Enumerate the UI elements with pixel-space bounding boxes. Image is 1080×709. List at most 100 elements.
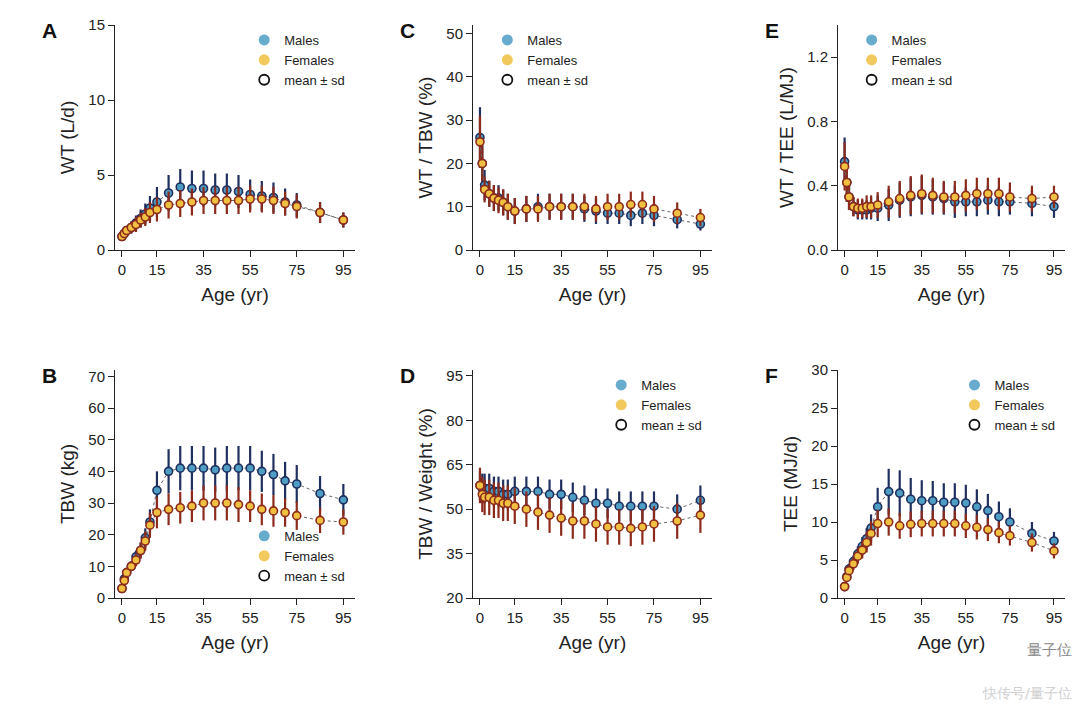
svg-text:15: 15 [869, 261, 886, 278]
svg-text:Females: Females [892, 53, 942, 68]
svg-text:Age (yr): Age (yr) [918, 284, 986, 305]
svg-text:15: 15 [88, 16, 105, 33]
svg-text:15: 15 [506, 261, 523, 278]
svg-text:40: 40 [446, 68, 463, 85]
svg-text:0: 0 [97, 589, 105, 606]
svg-text:40: 40 [88, 463, 105, 480]
svg-text:25: 25 [811, 399, 828, 416]
svg-text:mean ± sd: mean ± sd [284, 569, 345, 584]
svg-text:0.0: 0.0 [807, 241, 828, 258]
svg-text:0: 0 [476, 609, 484, 626]
svg-text:95: 95 [335, 609, 352, 626]
svg-text:35: 35 [553, 609, 570, 626]
svg-text:95: 95 [335, 261, 352, 278]
svg-text:5: 5 [97, 166, 105, 183]
svg-text:80: 80 [446, 412, 463, 429]
svg-text:60: 60 [88, 399, 105, 416]
svg-text:20: 20 [446, 155, 463, 172]
svg-text:Age (yr): Age (yr) [201, 632, 269, 653]
svg-text:55: 55 [242, 261, 259, 278]
svg-text:B: B [42, 364, 57, 387]
svg-text:D: D [400, 364, 415, 387]
svg-text:35: 35 [913, 609, 930, 626]
svg-text:15: 15 [811, 475, 828, 492]
svg-text:WT / TEE (L/MJ): WT / TEE (L/MJ) [776, 67, 797, 208]
svg-text:50: 50 [88, 431, 105, 448]
svg-text:TBW (kg): TBW (kg) [57, 444, 78, 524]
svg-text:Males: Males [641, 378, 676, 393]
svg-text:10: 10 [88, 558, 105, 575]
svg-text:WT (L/d): WT (L/d) [57, 101, 78, 175]
svg-text:5: 5 [820, 551, 828, 568]
svg-text:20: 20 [446, 589, 463, 606]
svg-text:Age (yr): Age (yr) [559, 284, 627, 305]
svg-text:Females: Females [284, 549, 334, 564]
svg-text:Males: Males [284, 529, 319, 544]
svg-text:WT / TBW (%): WT / TBW (%) [415, 77, 436, 199]
svg-text:Females: Females [527, 53, 577, 68]
svg-text:mean ± sd: mean ± sd [284, 73, 345, 88]
svg-text:95: 95 [446, 367, 463, 384]
svg-text:95: 95 [692, 609, 709, 626]
svg-text:95: 95 [692, 261, 709, 278]
svg-text:0: 0 [840, 261, 848, 278]
svg-text:15: 15 [149, 609, 166, 626]
svg-text:55: 55 [599, 609, 616, 626]
svg-text:75: 75 [1002, 261, 1019, 278]
svg-text:Females: Females [641, 398, 691, 413]
svg-text:50: 50 [446, 500, 463, 517]
svg-text:30: 30 [446, 111, 463, 128]
svg-text:35: 35 [195, 261, 212, 278]
svg-text:TEE (MJ/d): TEE (MJ/d) [780, 436, 801, 532]
svg-text:75: 75 [646, 261, 663, 278]
svg-text:75: 75 [288, 609, 305, 626]
svg-text:35: 35 [913, 261, 930, 278]
svg-text:95: 95 [1046, 609, 1063, 626]
svg-text:15: 15 [869, 609, 886, 626]
svg-text:0: 0 [455, 241, 463, 258]
svg-text:20: 20 [811, 437, 828, 454]
svg-text:0.4: 0.4 [807, 177, 828, 194]
svg-text:0: 0 [476, 261, 484, 278]
svg-text:35: 35 [446, 545, 463, 562]
svg-text:35: 35 [553, 261, 570, 278]
svg-text:快传号/量子位: 快传号/量子位 [982, 685, 1072, 701]
svg-text:75: 75 [288, 261, 305, 278]
svg-text:75: 75 [1002, 609, 1019, 626]
svg-text:C: C [400, 19, 415, 42]
svg-text:Females: Females [994, 398, 1044, 413]
svg-text:0: 0 [97, 241, 105, 258]
svg-text:mean ± sd: mean ± sd [892, 73, 953, 88]
svg-text:E: E [765, 19, 779, 42]
svg-text:Age (yr): Age (yr) [201, 284, 269, 305]
svg-text:55: 55 [957, 261, 974, 278]
svg-text:TBW / Weight (%): TBW / Weight (%) [415, 408, 436, 560]
svg-text:30: 30 [88, 494, 105, 511]
svg-text:35: 35 [195, 609, 212, 626]
svg-text:30: 30 [811, 361, 828, 378]
svg-text:Males: Males [527, 33, 562, 48]
svg-text:1.2: 1.2 [807, 48, 828, 65]
svg-text:15: 15 [149, 261, 166, 278]
svg-text:Males: Males [892, 33, 927, 48]
svg-text:65: 65 [446, 456, 463, 473]
svg-text:20: 20 [88, 526, 105, 543]
svg-text:0: 0 [820, 589, 828, 606]
svg-text:mean ± sd: mean ± sd [641, 418, 702, 433]
svg-text:95: 95 [1046, 261, 1063, 278]
svg-text:0: 0 [840, 609, 848, 626]
svg-text:0: 0 [118, 261, 126, 278]
svg-text:10: 10 [811, 513, 828, 530]
svg-text:75: 75 [646, 609, 663, 626]
svg-text:50: 50 [446, 25, 463, 42]
svg-text:55: 55 [957, 609, 974, 626]
svg-text:Males: Males [994, 378, 1029, 393]
svg-text:量子位: 量子位 [1027, 641, 1072, 659]
svg-text:A: A [42, 19, 57, 42]
svg-text:55: 55 [242, 609, 259, 626]
svg-text:0.8: 0.8 [807, 113, 828, 130]
svg-text:70: 70 [88, 368, 105, 385]
svg-text:0: 0 [118, 609, 126, 626]
svg-text:mean ± sd: mean ± sd [994, 418, 1055, 433]
svg-text:Females: Females [284, 53, 334, 68]
